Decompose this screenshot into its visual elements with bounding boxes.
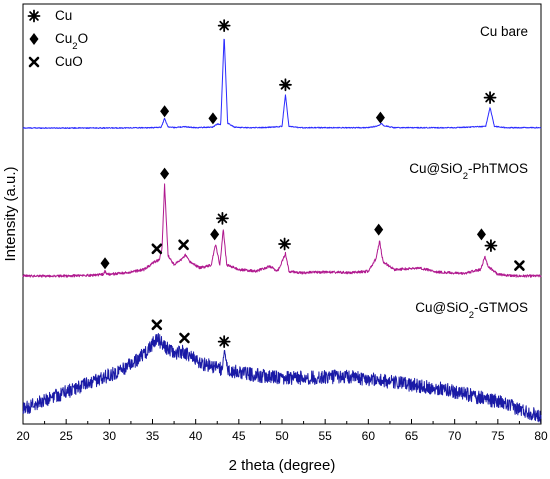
x-tick-label: 45	[232, 429, 246, 443]
legend-diamond-icon	[29, 33, 39, 45]
x-tick-label: 20	[16, 429, 30, 443]
x-tick-label: 70	[448, 429, 462, 443]
peak-marker-diamond-icon	[210, 228, 220, 241]
peak-marker-asterisk-icon	[216, 212, 229, 225]
peak-marker-asterisk-icon	[217, 335, 231, 348]
peak-marker-asterisk-icon	[484, 239, 498, 252]
x-tick-label: 65	[405, 429, 419, 443]
legend-label-1: Cu	[55, 8, 72, 23]
peak-marker-diamond-icon	[374, 223, 384, 236]
peak-marker-diamond-icon	[208, 112, 218, 125]
y-axis-title: Intensity (a.u.)	[2, 166, 19, 261]
series-label-3: Cu@SiO2-GTMOS	[415, 300, 528, 321]
x-tick-label: 30	[103, 429, 117, 443]
axes: 20 25 30 35 40 45 50 55 60 65 70 75 80 2 theta (degre…	[2, 166, 548, 474]
peak-marker-diamond-icon	[160, 167, 170, 180]
series-layer	[22, 38, 542, 424]
legend-asterisk-icon	[27, 9, 41, 23]
x-tick-label: 35	[146, 429, 160, 443]
series-label-2: Cu@SiO2-PhTMOS	[409, 161, 528, 182]
peak-marker-asterisk-icon	[278, 237, 291, 251]
peak-marker-diamond-icon	[160, 105, 170, 118]
peak-marker-asterisk-icon	[217, 19, 231, 32]
legend-label-2: Cu2O	[55, 31, 88, 52]
peak-marker-diamond-icon	[476, 228, 486, 241]
peak-marker-cross-icon	[179, 332, 190, 344]
series-line-1	[22, 38, 542, 129]
peak-marker-diamond-icon	[375, 111, 385, 124]
legend-cross-icon	[28, 56, 40, 68]
series-label-1: Cu bare	[480, 24, 528, 39]
peak-marker-cross-icon	[151, 243, 163, 255]
legend-label-3: CuO	[55, 54, 83, 69]
series-line-2	[22, 183, 542, 278]
x-tick-label: 25	[59, 429, 73, 443]
marker-layer	[100, 19, 525, 348]
x-tick-label: 80	[534, 429, 548, 443]
plot-border	[22, 3, 542, 425]
peak-marker-cross-icon	[151, 319, 163, 331]
peak-marker-cross-icon	[514, 260, 525, 271]
peak-marker-asterisk-icon	[483, 91, 497, 104]
x-tick-label: 40	[189, 429, 203, 443]
legend: Cu Cu2O CuO	[27, 8, 88, 69]
x-axis-title: 2 theta (degree)	[229, 457, 336, 474]
series-label-layer: Cu bare Cu@SiO2-PhTMOS Cu@SiO2-GTMOS	[409, 24, 528, 321]
series-line-3	[22, 332, 542, 424]
peak-marker-cross-icon	[178, 239, 189, 251]
x-tick-label: 75	[491, 429, 505, 443]
peak-marker-asterisk-icon	[279, 78, 292, 92]
x-tick-label: 50	[275, 429, 289, 443]
plot-frame	[22, 3, 542, 425]
x-tick-label: 55	[318, 429, 332, 443]
peak-marker-diamond-icon	[100, 257, 110, 270]
x-tick-label: 60	[362, 429, 376, 443]
